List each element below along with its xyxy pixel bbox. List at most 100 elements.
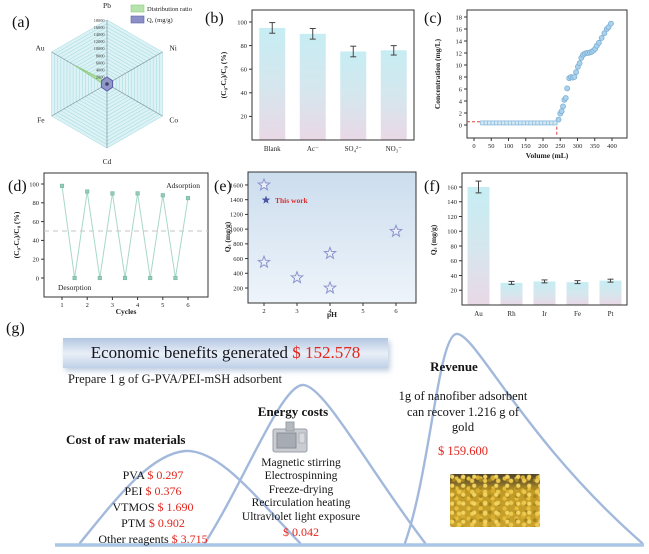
bar xyxy=(500,282,523,305)
energy-costs-title: Energy costs xyxy=(257,404,329,419)
svg-text:Pb: Pb xyxy=(103,1,111,10)
data-point xyxy=(598,35,605,41)
svg-text:Adsorption: Adsorption xyxy=(166,181,200,190)
energy-item: Ultraviolet light exposure xyxy=(241,510,361,523)
svg-text:250: 250 xyxy=(555,143,565,150)
economic-benefits-banner: Economic benefits generated $ 152.578 xyxy=(63,338,388,368)
svg-text:80: 80 xyxy=(451,243,458,250)
svg-text:60: 60 xyxy=(241,67,248,74)
data-point xyxy=(185,196,191,201)
bar xyxy=(299,33,326,140)
svg-text:12000: 12000 xyxy=(94,39,105,44)
data-point xyxy=(571,74,578,80)
bar xyxy=(599,280,622,305)
svg-text:20: 20 xyxy=(451,288,458,295)
revenue-price: $ 159.600 xyxy=(438,444,488,458)
svg-text:Ir: Ir xyxy=(542,310,547,318)
panel-c-breakthrough-scatter: 0 50 100 150 200 250 300 350 400 0 2 4 6 8 10 12 14 16 18 V… xyxy=(433,9,628,160)
svg-text:800: 800 xyxy=(233,241,243,248)
panel-g-mountains xyxy=(55,332,644,547)
raw-material-item: PTM $ 0.902 xyxy=(121,516,185,530)
svg-text:Qₑ (mg/g): Qₑ (mg/g) xyxy=(147,17,173,24)
data-point xyxy=(148,275,153,281)
data-point xyxy=(173,275,178,281)
raw-materials-title: Cost of raw materials xyxy=(66,432,186,447)
data-point-star xyxy=(289,270,305,284)
data-point-star xyxy=(256,177,272,191)
svg-text:Ac⁻: Ac⁻ xyxy=(307,145,319,153)
svg-text:5: 5 xyxy=(161,302,164,309)
svg-text:6000: 6000 xyxy=(96,60,105,65)
energy-item: Electrospinning xyxy=(264,470,338,483)
svg-text:150: 150 xyxy=(521,143,531,150)
data-point xyxy=(135,191,140,196)
svg-text:2000: 2000 xyxy=(96,75,105,80)
banner-title: Economic benefits generated xyxy=(90,343,289,362)
svg-text:400: 400 xyxy=(607,143,617,150)
data-point xyxy=(97,275,102,281)
svg-text:20: 20 xyxy=(33,257,40,264)
panel-label-e: (e) xyxy=(214,178,232,195)
svg-text:4: 4 xyxy=(136,302,140,309)
banner-amount: $ 152.578 xyxy=(292,343,361,362)
svg-text:2: 2 xyxy=(86,302,89,309)
panel-f-metal-bars: Au Rh Ir Fe Pt 20 40 60 80 100 120 140 160 Qₑ (mg/g) xyxy=(429,172,628,318)
svg-text:120: 120 xyxy=(447,214,457,221)
bar xyxy=(259,27,286,140)
raw-material-item: Other reagents $ 3.715 xyxy=(98,532,208,546)
svg-text:14000: 14000 xyxy=(94,32,105,37)
svg-text:60: 60 xyxy=(451,258,458,265)
panel-label-d: (d) xyxy=(8,178,27,195)
panel-label-c: (c) xyxy=(424,10,442,27)
legend-swatch xyxy=(130,15,145,24)
svg-text:6: 6 xyxy=(459,86,463,93)
svg-text:400: 400 xyxy=(233,271,243,278)
data-point xyxy=(122,275,128,281)
energy-item: Freeze-drying xyxy=(268,483,334,496)
mountain-revenue xyxy=(403,332,644,545)
data-point-star xyxy=(322,280,338,295)
svg-text:Rh: Rh xyxy=(507,310,516,318)
svg-text:0: 0 xyxy=(36,275,39,282)
svg-text:Distribution ratio: Distribution ratio xyxy=(147,6,192,13)
svg-text:2: 2 xyxy=(459,110,462,117)
svg-text:100: 100 xyxy=(447,229,457,236)
raw-material-item: PVA $ 0.297 xyxy=(122,468,184,482)
svg-text:NO₃⁻: NO₃⁻ xyxy=(386,145,403,153)
electrospinning-machine-icon xyxy=(272,421,308,453)
svg-text:18000: 18000 xyxy=(94,18,105,23)
svg-text:16000: 16000 xyxy=(94,25,105,30)
panel-e-ph-scatter: This work 2 3 4 5 6 200 400 600 800 1000 1200 1400 16… xyxy=(223,171,417,319)
energy-costs-list: Magnetic stirring Electrospinning Freeze… xyxy=(220,457,382,539)
svg-text:This work: This work xyxy=(275,196,309,205)
data-point xyxy=(576,60,583,67)
data-point xyxy=(595,39,602,46)
svg-text:40: 40 xyxy=(33,238,40,245)
svg-text:100: 100 xyxy=(29,181,39,188)
data-point xyxy=(608,20,614,27)
svg-text:4: 4 xyxy=(328,308,332,315)
svg-text:4: 4 xyxy=(459,98,463,105)
svg-text:10000: 10000 xyxy=(94,46,105,51)
prepare-subtitle: Prepare 1 g of G-PVA/PEI-mSH adsorbent xyxy=(68,372,282,386)
svg-text:(C₀-Cₑ)/C₀ (%): (C₀-Cₑ)/C₀ (%) xyxy=(12,211,21,258)
panel-a-radar-chart: Pb Ni Co Cd Fe Au 2000 4000 6000 8000 10000 12000 14… xyxy=(35,1,191,166)
panel-b-anion-bars: Blank Ac⁻ SO₄²⁻ NO₃⁻ 20 40 60 80 100 (C₀-Cₑ)/C₀ (… xyxy=(219,9,415,153)
data-point xyxy=(110,191,115,196)
svg-text:1: 1 xyxy=(60,302,63,309)
svg-text:Au: Au xyxy=(474,310,483,318)
raw-material-item: PEI $ 0.376 xyxy=(124,484,182,498)
svg-text:1400: 1400 xyxy=(230,197,243,204)
svg-text:Fe: Fe xyxy=(37,116,45,125)
svg-text:1200: 1200 xyxy=(230,212,243,219)
mountain-raw-materials xyxy=(78,449,302,545)
bar xyxy=(566,282,589,305)
svg-text:Fe: Fe xyxy=(574,310,581,318)
legend-swatch xyxy=(130,4,145,13)
svg-text:Qₑ (mg/g): Qₑ (mg/g) xyxy=(429,224,438,255)
legend-star xyxy=(261,195,271,204)
svg-text:16: 16 xyxy=(456,26,463,33)
